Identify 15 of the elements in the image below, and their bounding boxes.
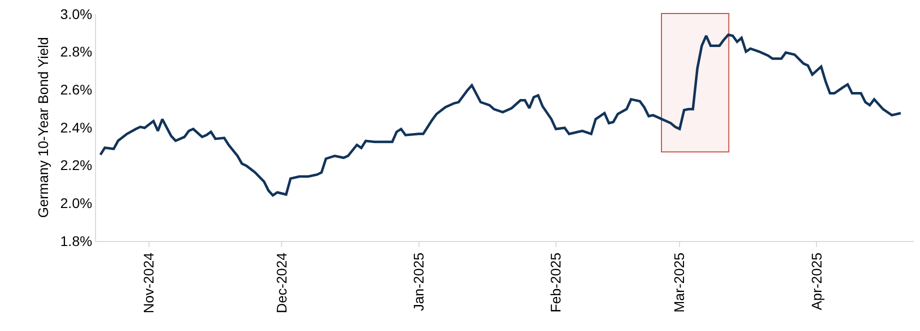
- y-tick-label: 2.0%: [60, 195, 92, 212]
- x-tick-label: Apr-2025: [808, 252, 824, 310]
- x-tick-label: Feb-2025: [547, 252, 564, 313]
- y-tick-label: 3.0%: [60, 6, 92, 22]
- x-tick-label: Dec-2024: [273, 252, 290, 314]
- y-tick-label: 2.2%: [60, 157, 92, 174]
- y-tick-label: 2.6%: [60, 82, 92, 98]
- x-tick-label: Nov-2024: [140, 252, 157, 314]
- y-tick-label: 2.4%: [60, 119, 92, 136]
- x-tick-label: Jan-2025: [410, 252, 426, 311]
- y-tick-label: 1.8%: [60, 232, 92, 249]
- y-axis-title: Germany 10-Year Bond Yield: [34, 37, 51, 218]
- y-tick-label: 2.8%: [60, 44, 92, 60]
- x-tick-label: Mar-2025: [671, 252, 688, 313]
- line-series: [99, 34, 902, 197]
